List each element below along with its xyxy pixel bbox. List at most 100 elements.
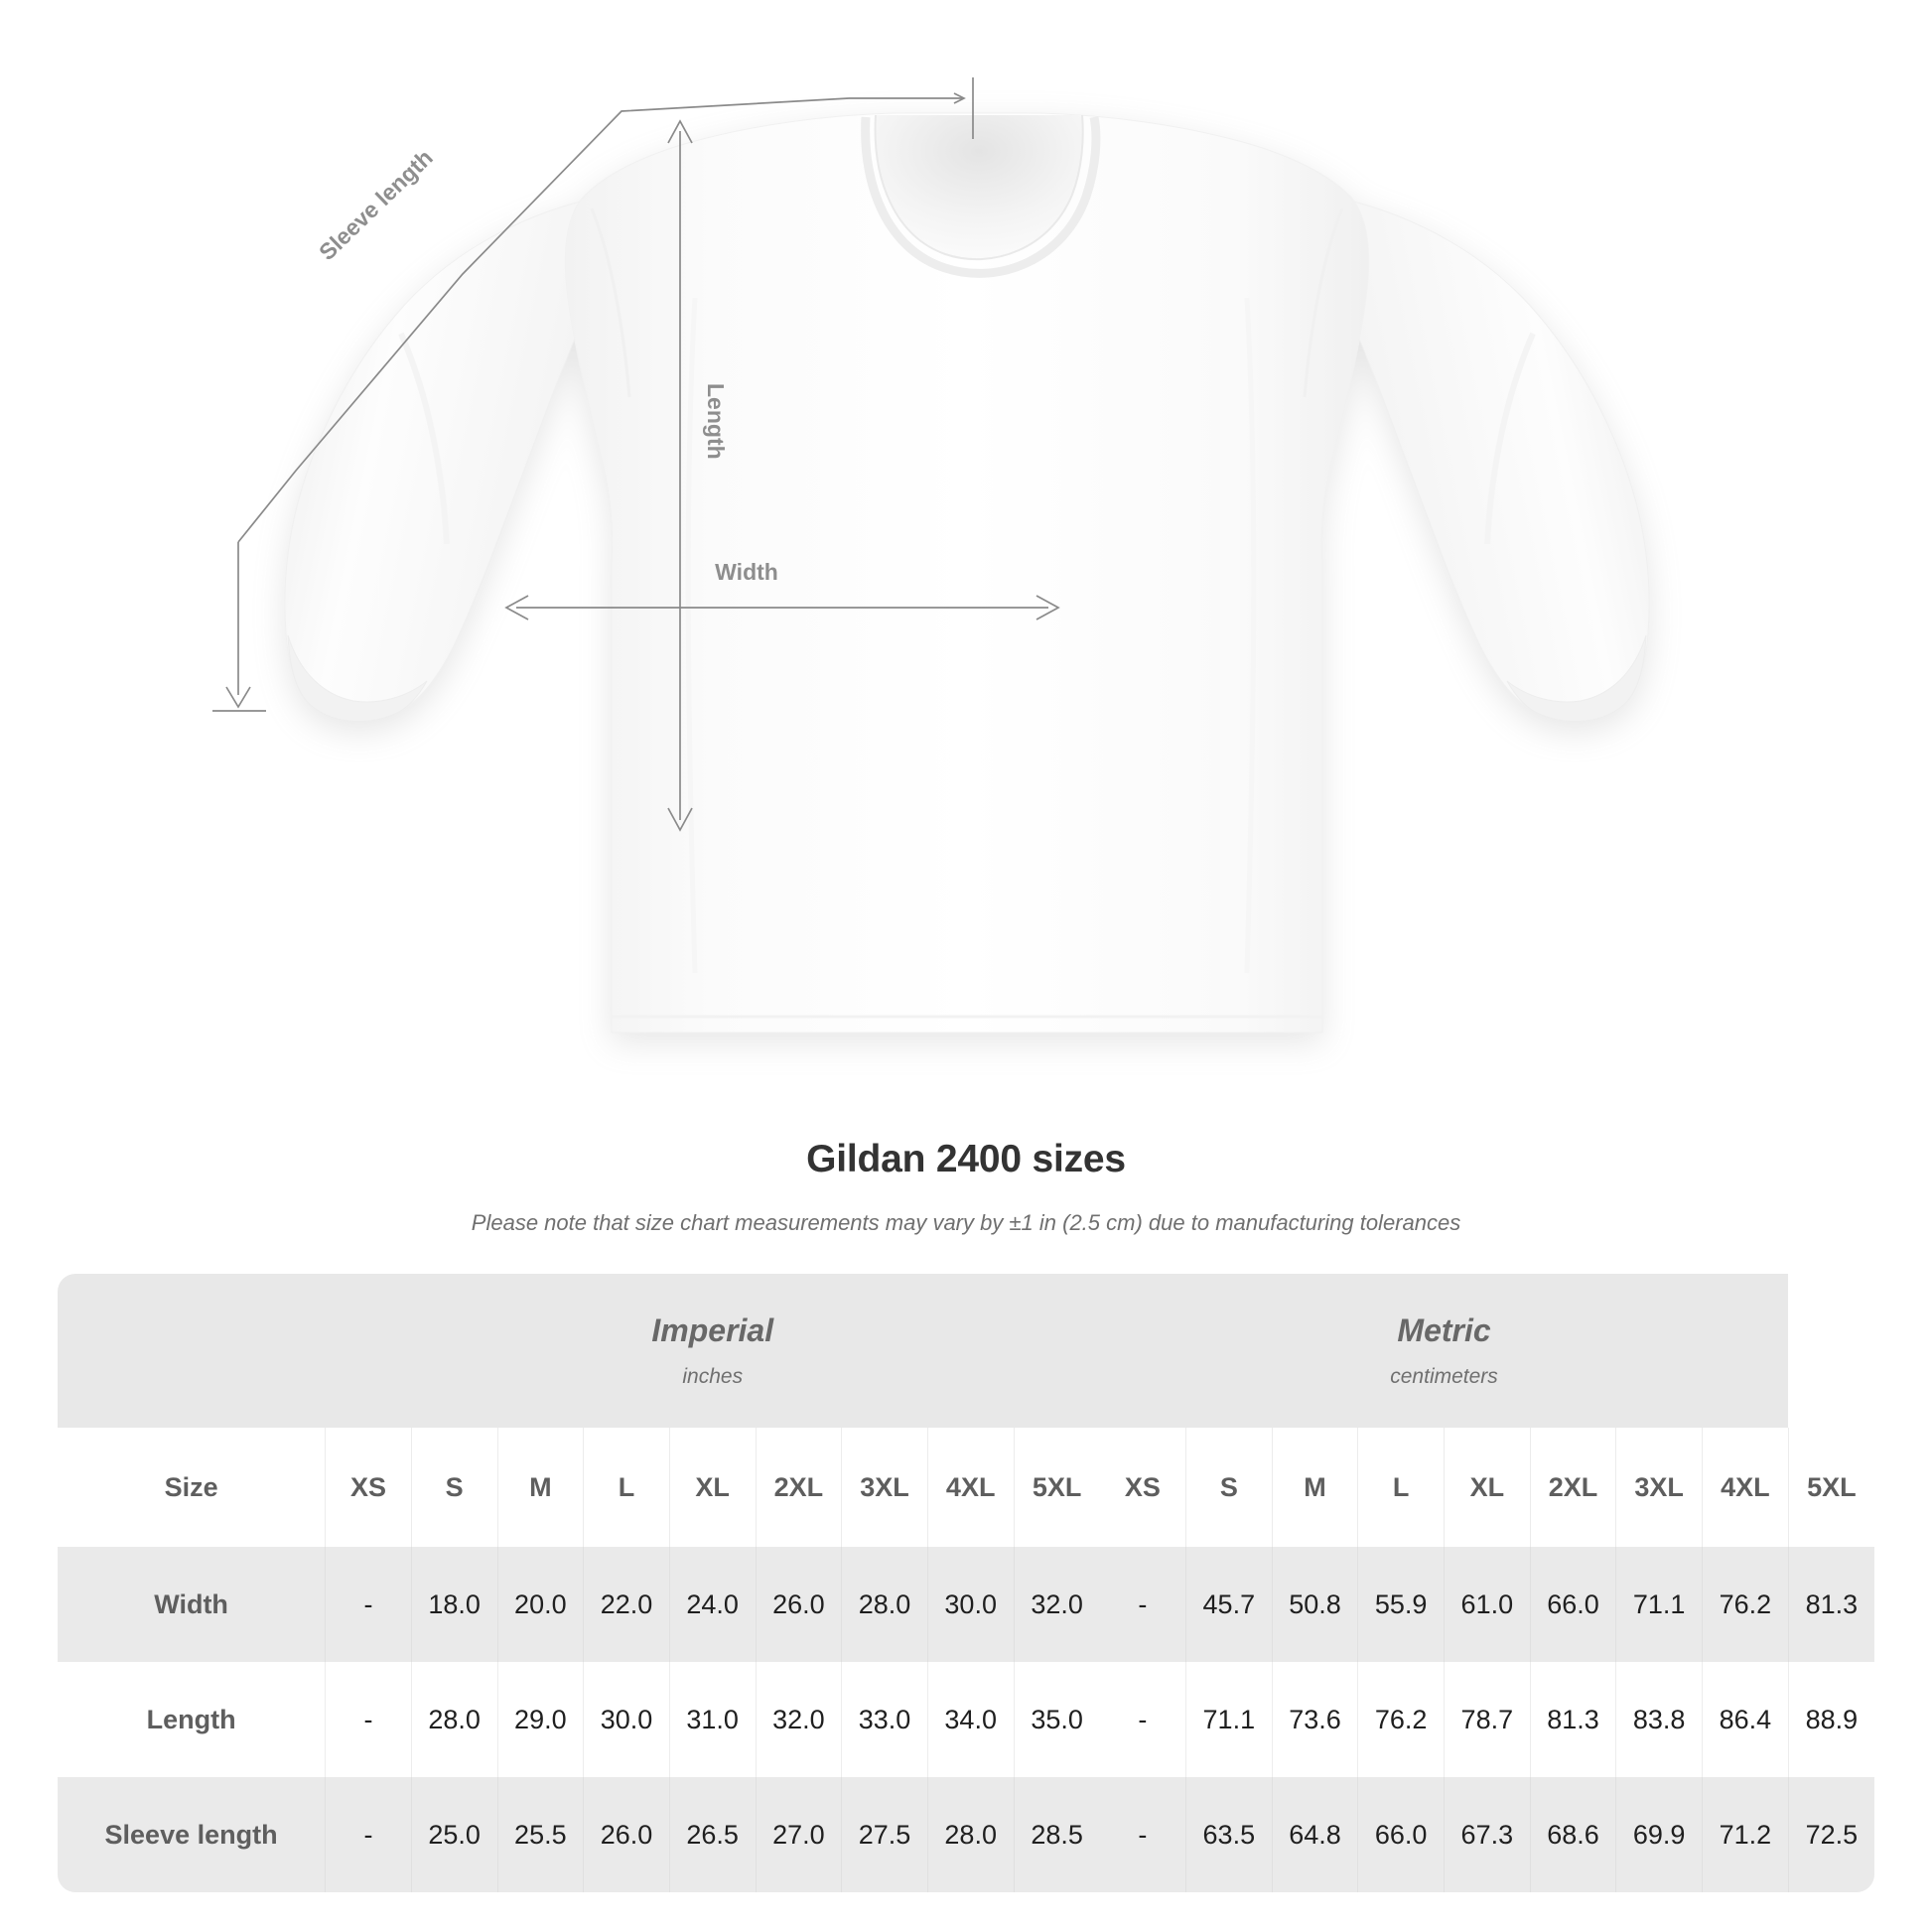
cell-width-met-l: 55.9 xyxy=(1357,1547,1445,1662)
cell-length-met-2xl: 81.3 xyxy=(1529,1662,1616,1777)
cell-width-imp-s: 18.0 xyxy=(410,1547,497,1662)
header-met-s: S xyxy=(1184,1428,1273,1547)
cell-width-met-5xl: 81.3 xyxy=(1787,1547,1874,1662)
header-imp-4xl: 4XL xyxy=(926,1428,1015,1547)
header-met-3xl: 3XL xyxy=(1615,1428,1703,1547)
cell-sleeve-met-xs: - xyxy=(1099,1777,1186,1892)
neckline xyxy=(874,114,1084,261)
cell-length-met-m: 73.6 xyxy=(1271,1662,1358,1777)
size-header-row: Size XS S M L XL 2XL 3XL 4XL 5XL XS S M … xyxy=(58,1428,1874,1547)
cell-sleeve-met-s: 63.5 xyxy=(1184,1777,1273,1892)
unit-imperial-sub: inches xyxy=(682,1364,744,1388)
table-row: Width - 18.0 20.0 22.0 24.0 26.0 28.0 30… xyxy=(58,1547,1874,1662)
cell-width-met-2xl: 66.0 xyxy=(1529,1547,1616,1662)
header-corner-size: Size xyxy=(58,1428,326,1547)
cell-length-imp-4xl: 34.0 xyxy=(926,1662,1015,1777)
cell-width-imp-4xl: 30.0 xyxy=(926,1547,1015,1662)
length-label: Length xyxy=(703,383,729,460)
sleeve-length-diagonal xyxy=(237,97,850,543)
width-measure: Width xyxy=(504,559,1060,621)
shirt-body xyxy=(564,112,1370,1034)
cell-sleeve-imp-l: 26.0 xyxy=(583,1777,670,1892)
cell-sleeve-imp-4xl: 28.0 xyxy=(926,1777,1015,1892)
width-label: Width xyxy=(715,559,778,585)
cell-sleeve-imp-s: 25.0 xyxy=(410,1777,497,1892)
cell-width-imp-5xl: 32.0 xyxy=(1013,1547,1100,1662)
cell-width-met-xs: - xyxy=(1099,1547,1186,1662)
left-cuff xyxy=(287,634,428,722)
cell-width-met-4xl: 76.2 xyxy=(1702,1547,1789,1662)
unit-metric-sub: centimeters xyxy=(1390,1364,1498,1388)
cell-sleeve-imp-m: 25.5 xyxy=(496,1777,584,1892)
header-imp-l: L xyxy=(583,1428,670,1547)
cell-sleeve-imp-2xl: 27.0 xyxy=(755,1777,842,1892)
garment-illustration: Sleeve length Length Width xyxy=(212,77,1650,1034)
cell-width-imp-m: 20.0 xyxy=(496,1547,584,1662)
cell-length-imp-2xl: 32.0 xyxy=(755,1662,842,1777)
fabric-fold-3 xyxy=(398,332,450,545)
cell-sleeve-met-3xl: 69.9 xyxy=(1615,1777,1703,1892)
cell-sleeve-met-2xl: 68.6 xyxy=(1529,1777,1616,1892)
unit-metric-cell: Metric centimeters xyxy=(1099,1274,1789,1428)
measurements-table: Imperial inches Metric centimeters Size … xyxy=(58,1274,1874,1892)
cell-width-met-s: 45.7 xyxy=(1184,1547,1273,1662)
cell-length-imp-m: 29.0 xyxy=(496,1662,584,1777)
cell-length-met-s: 71.1 xyxy=(1184,1662,1273,1777)
header-imp-m: M xyxy=(496,1428,584,1547)
fabric-fold-4 xyxy=(1484,332,1536,545)
header-met-xl: XL xyxy=(1444,1428,1531,1547)
shirt-graphic xyxy=(284,112,1650,1034)
cell-width-met-m: 50.8 xyxy=(1271,1547,1358,1662)
cell-sleeve-imp-3xl: 27.5 xyxy=(841,1777,928,1892)
cell-sleeve-imp-5xl: 28.5 xyxy=(1013,1777,1100,1892)
left-shoulder-seam xyxy=(590,207,631,398)
collar-rib xyxy=(861,116,1101,278)
cell-length-imp-xl: 31.0 xyxy=(668,1662,757,1777)
cell-length-met-xs: - xyxy=(1099,1662,1186,1777)
sleeve-length-arrowhead-down xyxy=(225,686,251,709)
header-met-l: L xyxy=(1357,1428,1445,1547)
fabric-fold-2 xyxy=(1244,297,1257,974)
header-met-4xl: 4XL xyxy=(1702,1428,1789,1547)
header-met-2xl: 2XL xyxy=(1529,1428,1616,1547)
cell-sleeve-met-l: 66.0 xyxy=(1357,1777,1445,1892)
row-label-length: Length xyxy=(58,1662,326,1777)
right-cuff xyxy=(1506,634,1647,722)
page-title: Gildan 2400 sizes xyxy=(806,1138,1126,1180)
garment-svg: Sleeve length Length Width xyxy=(212,77,1650,1034)
row-label-sleeve-length: Sleeve length xyxy=(58,1777,326,1892)
cell-width-imp-xs: - xyxy=(325,1547,412,1662)
width-arrowhead-right xyxy=(1035,595,1060,621)
cell-sleeve-imp-xs: - xyxy=(325,1777,412,1892)
unit-banner-spacer xyxy=(58,1274,326,1428)
header-imp-3xl: 3XL xyxy=(841,1428,928,1547)
header-imp-xl: XL xyxy=(668,1428,757,1547)
row-label-width: Width xyxy=(58,1547,326,1662)
length-arrowhead-up xyxy=(667,119,693,144)
cell-sleeve-met-4xl: 71.2 xyxy=(1702,1777,1789,1892)
header-met-5xl: 5XL xyxy=(1787,1428,1874,1547)
cell-width-imp-3xl: 28.0 xyxy=(841,1547,928,1662)
unit-banner-row: Imperial inches Metric centimeters xyxy=(58,1274,1874,1428)
chart-caption: Gildan 2400 sizes Please note that size … xyxy=(0,1137,1932,1237)
unit-imperial-name: Imperial xyxy=(651,1312,774,1349)
fabric-fold-1 xyxy=(685,297,698,974)
cell-width-imp-l: 22.0 xyxy=(583,1547,670,1662)
cell-sleeve-met-xl: 67.3 xyxy=(1444,1777,1531,1892)
cell-width-met-xl: 61.0 xyxy=(1444,1547,1531,1662)
cell-width-imp-2xl: 26.0 xyxy=(755,1547,842,1662)
header-met-m: M xyxy=(1271,1428,1358,1547)
length-arrowhead-down xyxy=(667,807,693,832)
cell-length-met-l: 76.2 xyxy=(1357,1662,1445,1777)
header-imp-s: S xyxy=(410,1428,497,1547)
cell-length-met-4xl: 86.4 xyxy=(1702,1662,1789,1777)
cell-sleeve-met-m: 64.8 xyxy=(1271,1777,1358,1892)
cell-length-imp-3xl: 33.0 xyxy=(841,1662,928,1777)
cell-length-imp-5xl: 35.0 xyxy=(1013,1662,1100,1777)
header-imp-5xl: 5XL xyxy=(1013,1428,1100,1547)
table-row: Sleeve length - 25.0 25.5 26.0 26.5 27.0… xyxy=(58,1777,1874,1892)
cell-length-imp-s: 28.0 xyxy=(410,1662,497,1777)
cell-width-imp-xl: 24.0 xyxy=(668,1547,757,1662)
cell-sleeve-imp-xl: 26.5 xyxy=(668,1777,757,1892)
